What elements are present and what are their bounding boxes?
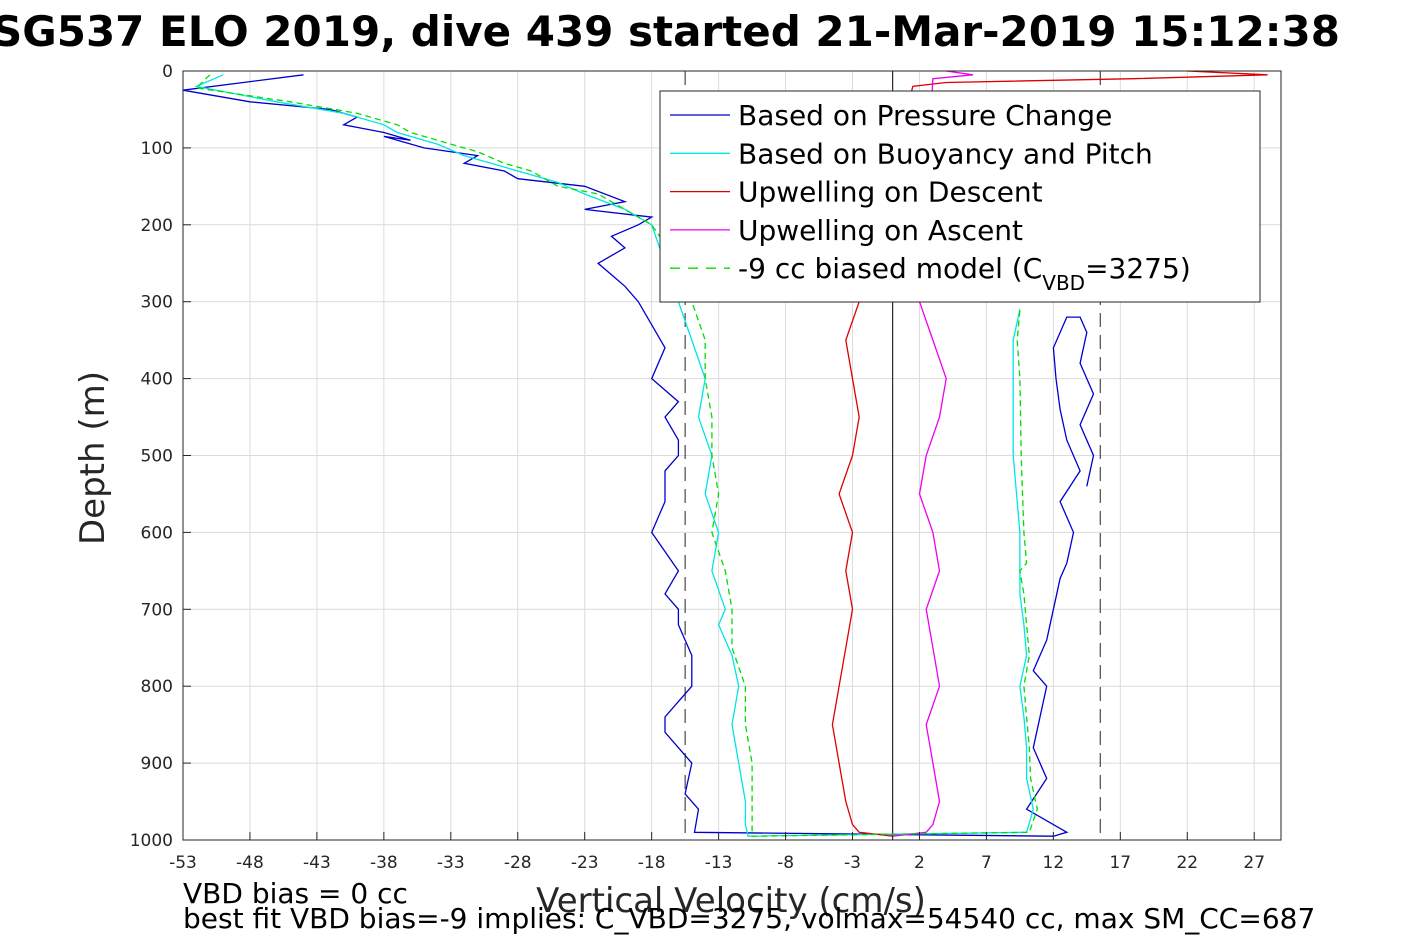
x-tick-label: -23 [571,853,599,873]
y-tick-label: 200 [141,216,173,236]
y-tick-label: 1000 [130,831,173,851]
y-tick-label: 400 [141,370,173,390]
legend-entry-buoyancy: Based on Buoyancy and Pitch [738,137,1153,170]
series-layer [182,70,1268,837]
y-tick-label: 900 [141,754,173,774]
y-axis-label: Depth (m) [73,371,113,545]
y-tick-label: 300 [141,293,173,313]
series-line-upwell_descent [831,70,1268,837]
x-tick-label: 2 [914,853,925,873]
y-tick-label: 700 [141,600,173,620]
x-axis-ticks: -53 -48 -43 -38 -33 -28 -23 -18 -13 -8 -3 2 7 12 17 22 2… [169,832,1265,873]
x-tick-label: -38 [370,853,398,873]
chart-title: SG537 ELO 2019, dive 439 started 21-Mar-… [0,7,1340,56]
y-tick-label: 0 [162,62,173,82]
x-tick-label: 7 [981,853,992,873]
x-tick-label: -8 [777,853,794,873]
x-axis-label: Vertical Velocity (cm/s) [536,881,926,921]
y-axis-ticks: 0 100 200 300 400 500 600 700 800 900 1000 [130,62,191,851]
x-tick-label: -53 [169,853,197,873]
series-line-pressure [182,74,1095,837]
x-tick-label: 17 [1109,853,1131,873]
x-tick-label: -28 [504,853,532,873]
x-tick-label: -13 [705,853,733,873]
legend-entry-pressure: Based on Pressure Change [738,99,1112,132]
legend-box [659,90,1261,303]
series-line-model [195,74,1038,837]
legend-entry-model: -9 cc biased model (CVBD=3275) [738,252,1191,295]
series-line-buoyancy [194,74,1034,837]
x-tick-label: 27 [1243,853,1265,873]
x-tick-label: 12 [1043,853,1065,873]
legend: Based on Pressure Change Based on Buoyanc… [659,90,1261,303]
legend-entry-upwell_ascent: Upwelling on Ascent [738,214,1023,247]
vbd-bias-note: VBD bias = 0 cc [183,877,408,910]
x-tick-label: -33 [437,853,465,873]
legend-entry-upwell_descent: Upwelling on Descent [738,176,1043,209]
x-tick-label: -48 [236,853,264,873]
x-tick-label: -3 [844,853,861,873]
y-tick-label: 800 [141,677,173,697]
x-tick-label: 22 [1176,853,1198,873]
x-tick-label: -43 [303,853,331,873]
series-line-upwell_ascent [892,70,974,837]
x-tick-label: -18 [638,853,666,873]
best-fit-note: best fit VBD bias=-9 implies: C_VBD=3275… [183,902,1315,935]
y-tick-label: 500 [141,447,173,467]
y-tick-label: 600 [141,523,173,543]
y-tick-label: 100 [141,139,173,159]
